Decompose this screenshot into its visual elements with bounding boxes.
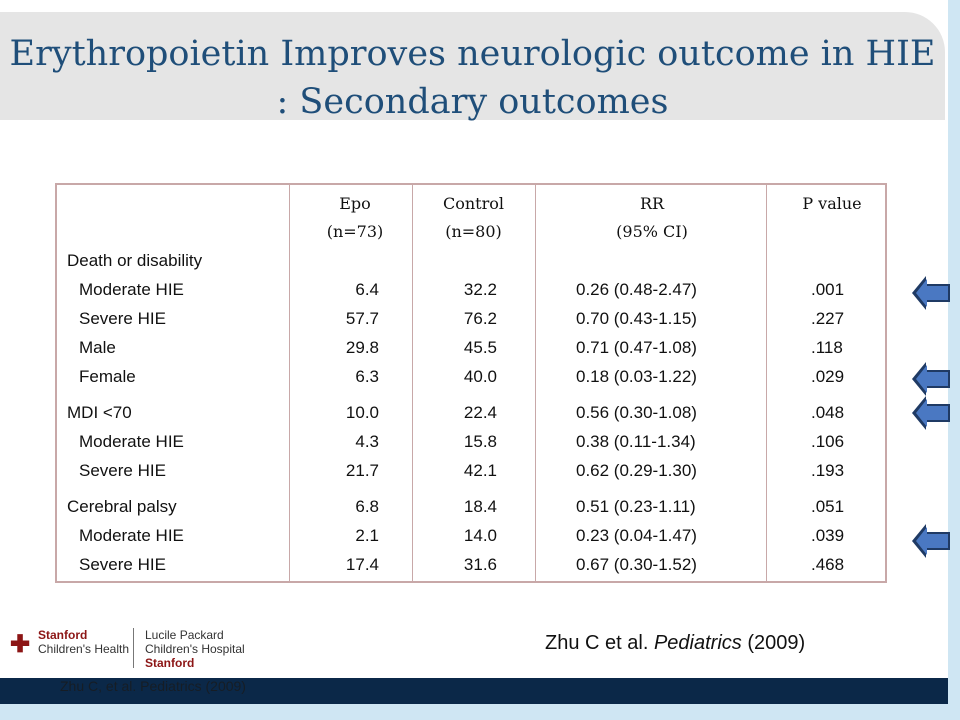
cell-p: .001 <box>811 280 845 299</box>
header-line: (n=80) <box>445 222 502 241</box>
cell-epo: 17.4 <box>345 555 379 574</box>
header-epo: Epo (n=73) <box>305 190 405 246</box>
cell-p: .051 <box>811 497 845 516</box>
cell-control: 31.6 <box>463 555 497 574</box>
cell-control: 22.4 <box>463 403 497 422</box>
cell-rr: 0.26 (0.48-2.47) <box>576 280 697 299</box>
outcomes-table: Epo (n=73) Control (n=80) RR (95% CI) P … <box>55 183 887 583</box>
page-title: Erythropoietin Improves neurologic outco… <box>9 34 936 122</box>
cell-epo: 21.7 <box>345 461 379 480</box>
cell-epo: 6.8 <box>355 497 379 516</box>
cell-epo: 10.0 <box>345 403 379 422</box>
citation-journal: Pediatrics <box>653 632 742 654</box>
row-label: Severe HIE <box>79 461 166 480</box>
cell-control: 15.8 <box>463 432 497 451</box>
cell-epo: 57.7 <box>345 309 379 328</box>
cell-p: .193 <box>811 461 845 480</box>
logo-text: Children's Health <box>38 642 130 656</box>
cell-control: 76.2 <box>463 309 497 328</box>
row-label: Moderate HIE <box>79 280 184 299</box>
cell-epo: 2.1 <box>355 526 379 545</box>
cell-control: 42.1 <box>463 461 497 480</box>
header-line: RR <box>639 194 665 213</box>
header-line: Control <box>442 194 504 213</box>
footer-bar <box>0 678 948 704</box>
column-divider <box>766 185 767 581</box>
row-label: Severe HIE <box>79 555 166 574</box>
header-line: P value <box>802 194 862 213</box>
cell-epo: 29.8 <box>345 338 379 357</box>
row-label: Moderate HIE <box>79 526 184 545</box>
logo-divider <box>133 628 134 668</box>
cell-rr: 0.71 (0.47-1.08) <box>576 338 697 357</box>
cell-control: 45.5 <box>463 338 497 357</box>
row-label: Male <box>79 338 116 357</box>
left-arrow-icon <box>912 362 950 396</box>
footer-citation: Zhu C, et al. Pediatrics (2009) <box>60 678 246 694</box>
column-divider <box>289 185 290 581</box>
cell-rr: 0.18 (0.03-1.22) <box>576 367 697 386</box>
cell-epo: 6.4 <box>355 280 379 299</box>
cell-rr: 0.67 (0.30-1.52) <box>576 555 697 574</box>
cell-control: 14.0 <box>463 526 497 545</box>
citation-year: (2009) <box>747 632 806 654</box>
row-label: Death or disability <box>67 251 203 270</box>
logo-text: Stanford <box>38 628 88 642</box>
title-band: Erythropoietin Improves neurologic outco… <box>0 12 945 122</box>
cell-p: .468 <box>811 555 845 574</box>
logo-text: Lucile Packard <box>145 628 224 642</box>
cell-p: .029 <box>811 367 845 386</box>
logo-mark-icon: ✚ <box>10 631 31 658</box>
header-control: Control (n=80) <box>421 190 526 246</box>
row-label: Female <box>79 367 136 386</box>
header-rr: RR (95% CI) <box>567 190 737 246</box>
cell-rr: 0.62 (0.29-1.30) <box>576 461 697 480</box>
logo-text: Stanford <box>145 656 195 670</box>
row-label: Moderate HIE <box>79 432 184 451</box>
column-divider <box>412 185 413 581</box>
logo-text: Children's Hospital <box>145 642 245 656</box>
cell-control: 32.2 <box>463 280 497 299</box>
cell-p: .106 <box>811 432 845 451</box>
left-arrow-icon <box>912 524 950 558</box>
cell-epo: 4.3 <box>355 432 379 451</box>
cell-p: .048 <box>811 403 845 422</box>
header-p-value: P value <box>782 190 882 218</box>
citation-author: Zhu C et al. <box>545 632 649 654</box>
row-label: Cerebral palsy <box>67 497 177 516</box>
header-line: (n=73) <box>326 222 384 241</box>
header-line: (95% CI) <box>616 222 688 241</box>
slide: Erythropoietin Improves neurologic outco… <box>0 0 950 704</box>
cell-epo: 6.3 <box>355 367 379 386</box>
left-arrow-icon <box>912 396 950 430</box>
cell-rr: 0.56 (0.30-1.08) <box>576 403 697 422</box>
cell-rr: 0.23 (0.04-1.47) <box>576 526 697 545</box>
stanford-childrens-health-logo: ✚ Stanford Children's Health Lucile Pack… <box>8 626 248 672</box>
citation: Zhu C et al. Pediatrics (2009) <box>545 632 805 655</box>
cell-p: .118 <box>811 338 843 357</box>
cell-rr: 0.38 (0.11-1.34) <box>576 432 696 451</box>
cell-rr: 0.51 (0.23-1.11) <box>576 497 696 516</box>
header-line: Epo <box>339 194 371 213</box>
cell-rr: 0.70 (0.43-1.15) <box>576 309 697 328</box>
cell-p: .039 <box>811 526 845 545</box>
cell-control: 40.0 <box>463 367 497 386</box>
row-label: MDI <70 <box>67 403 132 422</box>
cell-p: .227 <box>811 309 845 328</box>
left-arrow-icon <box>912 276 950 310</box>
cell-control: 18.4 <box>463 497 497 516</box>
row-label: Severe HIE <box>79 309 166 328</box>
column-divider <box>535 185 536 581</box>
